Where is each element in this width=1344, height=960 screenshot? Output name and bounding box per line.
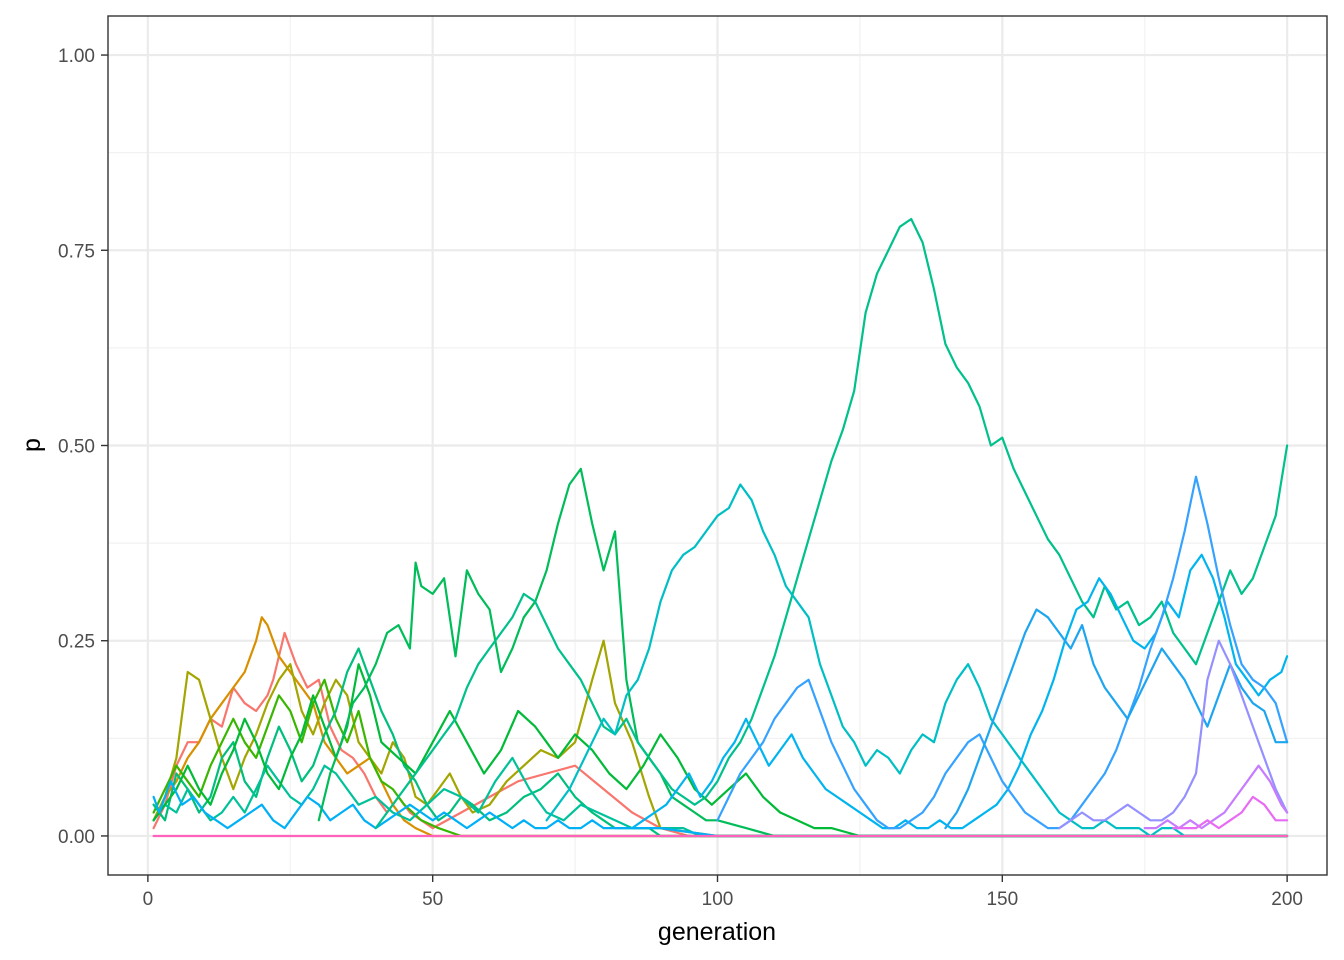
x-tick-label: 50: [422, 889, 443, 910]
x-axis-title: generation: [658, 918, 776, 946]
series-line-15: [1058, 639, 1289, 830]
series-line-10: [374, 217, 1289, 830]
x-axis: 0 50 100 150 200: [143, 875, 1303, 910]
series-line-8: [152, 780, 1289, 838]
x-tick-label: 150: [986, 889, 1018, 910]
x-tick-label: 100: [702, 889, 734, 910]
series-line-11: [545, 483, 1289, 838]
series-line-13: [716, 475, 1289, 830]
y-axis-title: p: [18, 438, 46, 452]
series-group: [152, 217, 1289, 838]
x-tick-label: 200: [1271, 889, 1303, 910]
x-tick-label: 0: [143, 889, 154, 910]
series-line-5: [152, 647, 1289, 838]
series-line-12: [630, 553, 1289, 830]
y-tick-label: 1.00: [58, 46, 95, 67]
series-line-7: [152, 663, 1289, 838]
series-line-17: [1172, 795, 1289, 830]
y-tick-label: 0.00: [58, 827, 95, 848]
y-tick-label: 0.50: [58, 437, 95, 458]
y-axis: 0.00 0.25 0.50 0.75 1.00: [58, 46, 108, 848]
y-tick-label: 0.75: [58, 241, 95, 262]
y-tick-label: 0.25: [58, 632, 95, 653]
series-line-16: [1143, 764, 1289, 830]
